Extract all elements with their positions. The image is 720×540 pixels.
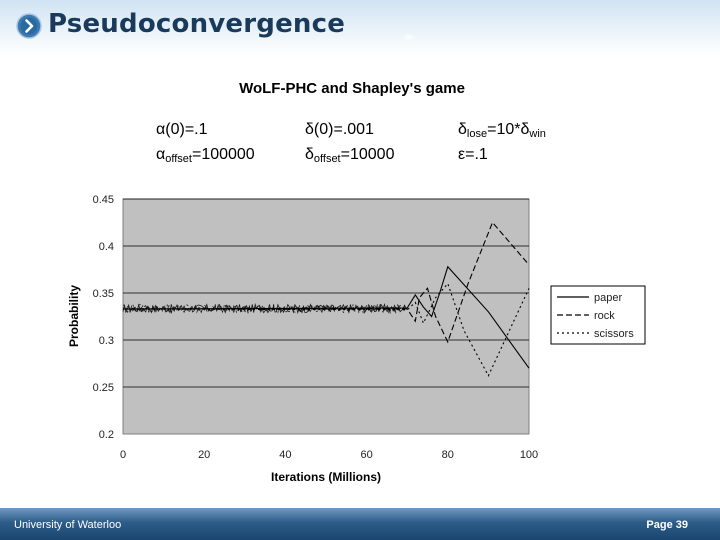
x-tick-label: 40 <box>279 449 291 461</box>
chart-title: WoLF-PHC and Shapley's game <box>239 80 465 97</box>
header-band <box>0 0 720 56</box>
chevron-circle-icon <box>16 13 42 39</box>
footer-institution: University of Waterloo <box>14 519 122 531</box>
legend-label-paper: paper <box>594 292 622 304</box>
y-axis-label: Probability <box>67 285 81 347</box>
y-tick-label: 0.25 <box>93 382 114 394</box>
x-tick-label: 20 <box>198 449 210 461</box>
y-tick-label: 0.45 <box>93 194 114 206</box>
x-axis-ticks: 0 20 40 60 80 100 <box>120 449 538 461</box>
slide-title: Pseudoconvergence <box>48 9 346 39</box>
gridlines <box>123 198 529 388</box>
series-line-scissors <box>122 282 530 377</box>
y-axis-ticks: 0.2 0.25 0.3 0.35 0.4 0.45 <box>93 194 114 441</box>
x-tick-label: 80 <box>442 449 454 461</box>
series-lines <box>122 221 530 377</box>
x-tick-label: 100 <box>520 449 538 461</box>
legend-label-scissors: scissors <box>594 328 634 340</box>
page-number: Page 39 <box>646 519 688 531</box>
y-tick-label: 0.4 <box>99 241 114 253</box>
y-tick-label: 0.2 <box>99 429 114 441</box>
x-tick-label: 60 <box>360 449 372 461</box>
legend-label-rock: rock <box>594 310 615 322</box>
x-tick-label: 0 <box>120 449 126 461</box>
y-tick-label: 0.35 <box>93 288 114 300</box>
plot-area <box>122 198 530 435</box>
y-tick-label: 0.3 <box>99 335 114 347</box>
x-axis-label: Iterations (Millions) <box>271 470 381 484</box>
legend: paper rock scissors <box>550 285 646 345</box>
series-line-paper <box>122 265 530 369</box>
decorative-sparkle <box>402 33 416 41</box>
series-line-rock <box>123 221 530 344</box>
footer-band <box>0 508 720 540</box>
